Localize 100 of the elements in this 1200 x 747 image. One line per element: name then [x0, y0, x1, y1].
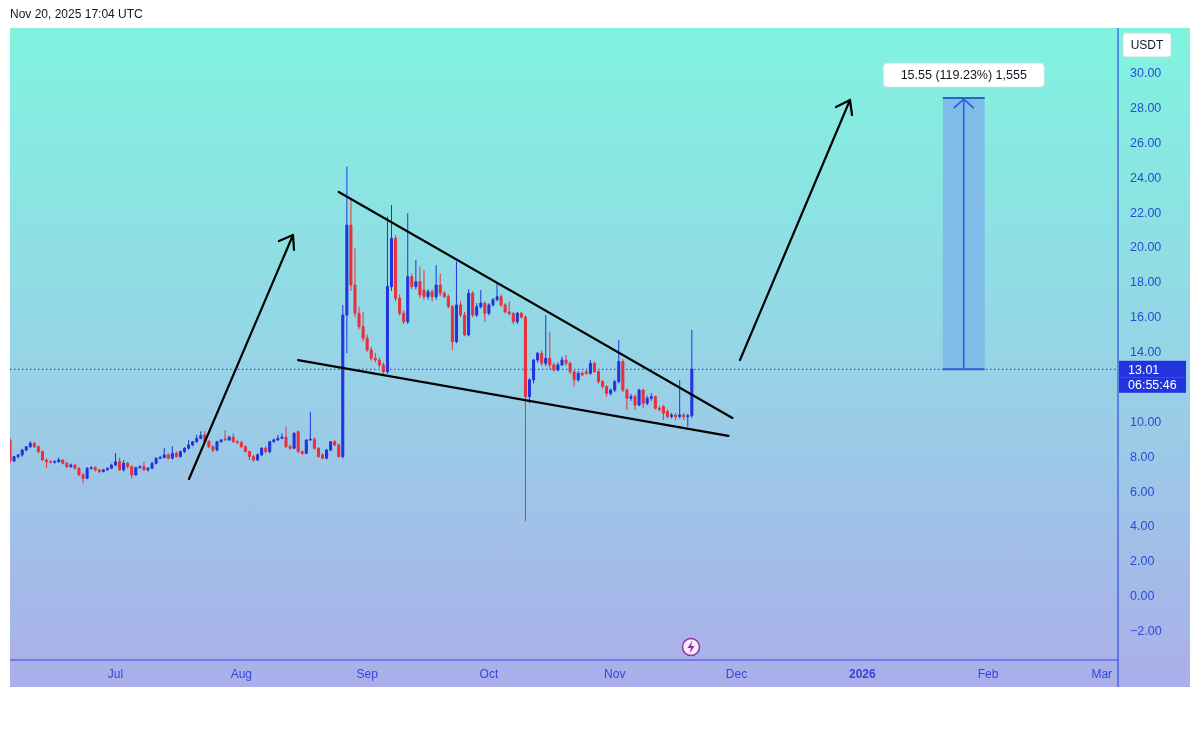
candlestick	[381, 361, 385, 376]
candlestick	[118, 457, 122, 472]
y-tick-label: 20.00	[1130, 240, 1162, 255]
candlestick	[28, 440, 32, 449]
candlestick	[61, 458, 65, 466]
x-tick-label: 2026	[848, 667, 876, 681]
candlestick	[260, 446, 264, 457]
candlestick	[284, 426, 288, 449]
candlestick	[674, 412, 678, 421]
y-axis-title: USDT	[1130, 38, 1164, 52]
candlestick	[207, 439, 211, 449]
x-tick-label: Sep	[356, 667, 379, 681]
candlestick	[223, 429, 227, 442]
candlestick	[134, 466, 138, 477]
candlestick	[584, 369, 588, 376]
candlestick	[227, 435, 231, 442]
candlestick	[682, 412, 686, 421]
candlestick	[195, 434, 199, 444]
candlestick	[16, 453, 20, 459]
candlestick	[178, 450, 182, 459]
y-tick-label: −2.00	[1130, 624, 1162, 639]
candlestick	[49, 459, 53, 465]
candlestick	[252, 454, 256, 463]
candlestick	[85, 466, 89, 480]
y-tick-label: 6.00	[1130, 484, 1155, 499]
y-tick-label: 28.00	[1130, 100, 1162, 115]
x-tick-label: Oct	[479, 667, 499, 681]
candlestick	[12, 455, 16, 463]
candlestick	[154, 457, 158, 466]
candlestick	[239, 440, 243, 449]
candlestick	[97, 468, 101, 474]
candlestick	[101, 468, 105, 473]
candlestick	[418, 266, 422, 299]
candlestick	[130, 464, 134, 479]
candlestick	[162, 447, 166, 459]
y-tick-label: 8.00	[1130, 449, 1155, 464]
x-tick-label: Nov	[604, 667, 626, 681]
candlestick	[146, 466, 150, 472]
candlestick	[434, 264, 438, 301]
candlestick	[670, 412, 674, 419]
candlestick	[422, 269, 426, 301]
candlestick	[20, 448, 24, 458]
candlestick	[641, 388, 645, 409]
x-tick-label: Dec	[725, 667, 748, 681]
candlestick	[426, 288, 430, 301]
text: Nov 20, 2025 17:04 UTC	[10, 7, 144, 21]
candlestick	[629, 393, 633, 402]
candlestick	[483, 300, 487, 323]
candlestick	[69, 463, 73, 469]
candlestick	[93, 465, 97, 472]
candlestick	[430, 288, 434, 302]
candlestick	[438, 273, 442, 297]
candlestick	[653, 395, 657, 411]
y-tick-label: 26.00	[1130, 135, 1162, 150]
candlestick	[65, 461, 69, 469]
y-tick-label: 30.00	[1130, 65, 1162, 80]
candlestick	[649, 392, 653, 402]
candlestick	[454, 261, 458, 344]
candlestick	[105, 466, 109, 472]
x-tick-label: Feb	[977, 667, 999, 681]
candlestick	[187, 439, 191, 451]
candlestick	[57, 457, 61, 464]
text: 06:55:46	[1128, 378, 1177, 393]
candlestick	[605, 384, 609, 398]
y-tick-label: 2.00	[1130, 554, 1155, 569]
x-tick-label: Mar	[1091, 667, 1113, 681]
y-tick-label: 0.00	[1130, 589, 1155, 604]
y-tick-label: 24.00	[1130, 170, 1162, 185]
candlestick	[142, 461, 146, 472]
data-label: 15.55 (119.23%) 1,555	[900, 68, 1027, 83]
candlestick	[215, 440, 219, 452]
candlestick	[633, 394, 637, 411]
x-tick-label: Jul	[107, 667, 124, 681]
candlestick	[523, 314, 527, 522]
candlestick	[548, 331, 552, 370]
candlestick	[515, 311, 519, 325]
candlestick	[665, 409, 670, 419]
candlestick	[150, 461, 154, 470]
candlestick	[661, 404, 665, 421]
candlestick	[637, 388, 641, 407]
candlestick	[231, 432, 235, 444]
candlestick	[540, 349, 544, 367]
x-tick-label: Aug	[230, 667, 253, 681]
candlestick	[560, 355, 564, 367]
candlestick	[544, 314, 548, 367]
candlestick	[337, 443, 341, 459]
candlestick	[414, 259, 418, 290]
y-tick-label: 18.00	[1130, 275, 1162, 290]
candlestick	[53, 459, 57, 465]
y-tick-label: 14.00	[1130, 345, 1162, 360]
candlestick	[264, 445, 268, 454]
candlestick	[406, 212, 410, 325]
y-tick-label: 10.00	[1130, 414, 1162, 429]
candlestick	[199, 430, 203, 440]
candlestick	[678, 379, 682, 419]
candlestick	[487, 302, 491, 316]
candlestick	[292, 431, 296, 450]
candlestick	[645, 395, 649, 406]
candlestick	[170, 445, 174, 460]
candlestick	[410, 273, 414, 290]
